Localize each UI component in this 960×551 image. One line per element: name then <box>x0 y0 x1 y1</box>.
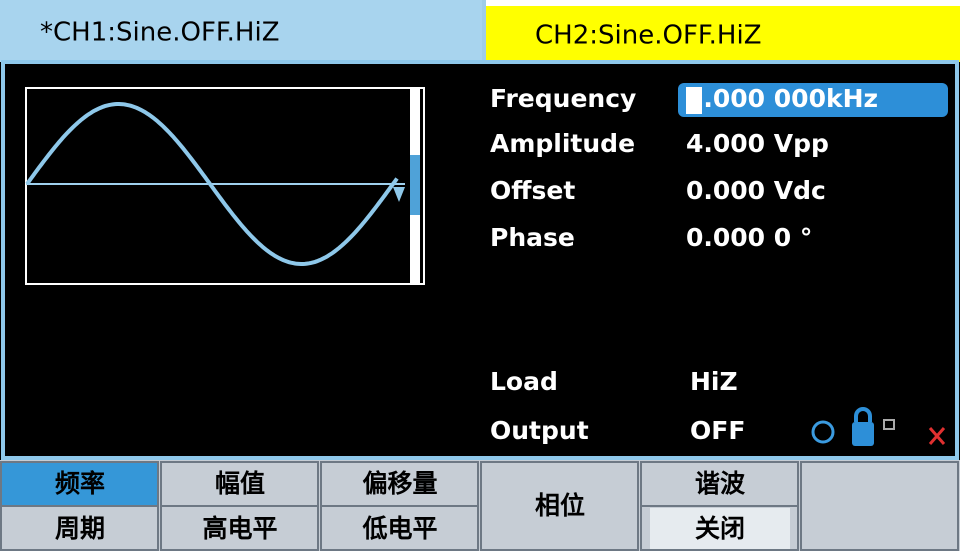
selected-field[interactable] <box>678 83 948 117</box>
lock-icon <box>852 422 874 446</box>
param-value[interactable]: 4.000 Vpp <box>686 129 829 158</box>
status-value: OFF <box>690 416 745 445</box>
network-off <box>928 427 946 445</box>
param-label: Amplitude <box>490 129 635 158</box>
parameter-list: Frequency 1.000 000kHz Amplitude 4.000 Vpp O… <box>490 84 878 445</box>
cursor <box>686 87 702 114</box>
ch2-tab-label: CH2:Sine.OFF.HiZ <box>535 21 762 51</box>
status-label: Output <box>490 416 589 445</box>
network-icon <box>883 419 895 430</box>
param-label: Offset <box>490 176 575 205</box>
menu-top[interactable]: 偏移量 <box>362 469 437 498</box>
param-value[interactable]: 0.000 0 ° <box>686 223 812 252</box>
param-value[interactable]: 0.000 Vdc <box>686 176 826 205</box>
param-value[interactable]: 1.000 000kHz <box>686 84 878 113</box>
menu-top[interactable]: 谐波 <box>695 469 746 498</box>
menu-top[interactable]: 幅值 <box>215 469 265 498</box>
menu-bottom[interactable]: 关闭 <box>695 514 745 543</box>
ch2-tab-edge <box>486 0 960 6</box>
param-label: Frequency <box>490 84 636 113</box>
menu-selected <box>2 463 157 506</box>
trigger-marker <box>393 187 405 202</box>
sine-wave <box>25 102 399 266</box>
ch1-tab[interactable] <box>0 0 482 62</box>
menu-cell[interactable] <box>480 461 639 551</box>
waveform-box <box>25 87 425 285</box>
menu-bottom[interactable]: 低电平 <box>361 514 437 543</box>
param-label: Phase <box>490 223 575 252</box>
menu-bottom[interactable]: 高电平 <box>202 514 277 543</box>
ch2-tab[interactable] <box>486 4 960 62</box>
main-panel <box>1 60 959 460</box>
status-label: Load <box>490 367 558 396</box>
menu-label[interactable]: 相位 <box>535 491 585 520</box>
lock-shackle <box>854 407 872 422</box>
menu-top[interactable]: 频率 <box>55 469 105 498</box>
menu-bottom[interactable]: 周期 <box>55 514 105 543</box>
menu-option <box>650 508 790 549</box>
ch1-tab-label: *CH1:Sine.OFF.HiZ <box>40 18 280 48</box>
usb-icon <box>811 420 835 444</box>
menu-cell <box>800 461 959 551</box>
scroll-thumb <box>410 155 420 215</box>
status-value: HiZ <box>690 367 738 396</box>
